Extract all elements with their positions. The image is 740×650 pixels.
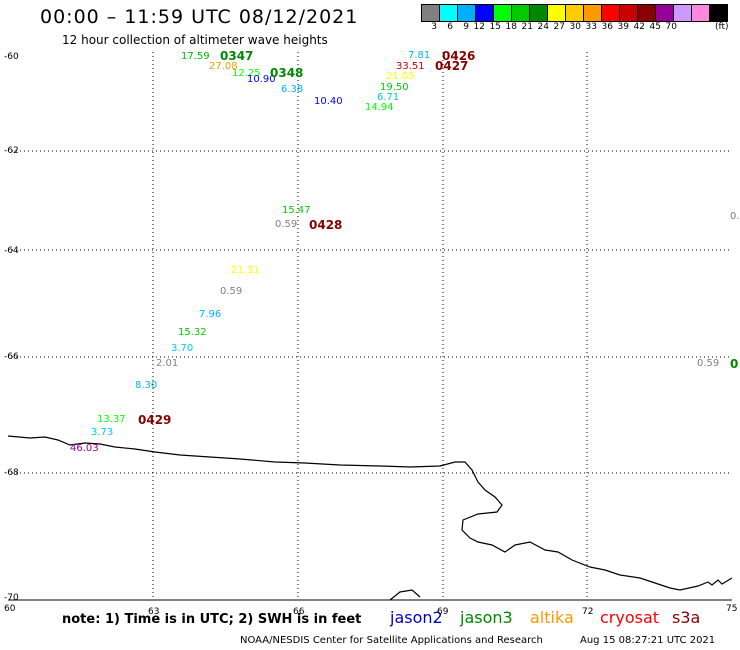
lon-tick-label: 69 — [437, 607, 449, 617]
legend-satellite-jason3: jason3 — [460, 608, 513, 627]
wave-height-label: 0.59 — [697, 358, 720, 369]
pass-time-label: 0427 — [435, 59, 469, 73]
wave-height-label: 27.08 — [209, 61, 238, 72]
wave-height-label: 3.73 — [91, 427, 114, 438]
graticule — [8, 52, 732, 600]
generation-timestamp: Aug 15 08:27:21 UTC 2021 — [580, 635, 716, 646]
legend-satellite-cryosat: cryosat — [600, 608, 660, 627]
antarctic-coastline — [7, 435, 733, 591]
wave-height-label: 7.96 — [199, 309, 222, 320]
wave-height-label: 6.38 — [281, 84, 304, 95]
lon-tick-label: 66 — [293, 607, 305, 617]
pass-time-label: 0428 — [309, 218, 343, 232]
legend-label: 15 — [489, 22, 501, 32]
legend-label: 18 — [505, 22, 517, 32]
wave-height-label: 12.25 — [232, 68, 261, 79]
legend-label: 45 — [649, 22, 661, 32]
lat-tick-label: -66 — [4, 352, 19, 362]
wave-height-label: 19.50 — [380, 82, 409, 93]
wave-height-label: 2.01 — [156, 358, 179, 369]
map-subtitle: 12 hour collection of altimeter wave hei… — [62, 33, 328, 47]
legend-label: 21 — [521, 22, 533, 32]
legend-label: 9 — [463, 22, 469, 32]
wave-height-label: 21.31 — [231, 265, 260, 276]
legend-label: 27 — [553, 22, 565, 32]
legend-label: 36 — [601, 22, 613, 32]
wave-height-label: 15.32 — [178, 327, 207, 338]
units-note: note: 1) Time is in UTC; 2) SWH is in fe… — [62, 612, 362, 627]
wave-height-label: 7.81 — [408, 50, 431, 61]
legend-satellite-altika: altika — [530, 608, 574, 627]
wave-height-label: 8.30 — [135, 380, 158, 391]
credit-line: NOAA/NESDIS Center for Satellite Applica… — [240, 635, 543, 646]
legend-label: 3 — [431, 22, 437, 32]
wave-height-label: 3.70 — [171, 343, 194, 354]
legend-label: 30 — [569, 22, 581, 32]
legend-label: 33 — [585, 22, 597, 32]
legend-satellite-jason2: jason2 — [390, 608, 443, 627]
legend-swatch — [709, 4, 728, 22]
legend-label: 70 — [665, 22, 677, 32]
lat-tick-label: -68 — [4, 468, 19, 478]
lon-tick-label: 72 — [582, 607, 594, 617]
map-title: 00:00 – 11:59 UTC 08/12/2021 — [40, 6, 359, 28]
pass-time-label: 0 — [730, 357, 739, 371]
pass-time-label: 0348 — [270, 66, 304, 80]
wave-height-label: 14.94 — [365, 102, 394, 113]
lon-tick-label: 75 — [726, 604, 738, 614]
wave-height-label: 13.37 — [97, 414, 126, 425]
wave-height-label: 0.59 — [220, 286, 243, 297]
wave-height-label: 0. — [730, 211, 740, 222]
wave-height-label: 17.59 — [181, 51, 210, 62]
lon-tick-label: 60 — [4, 604, 16, 614]
wave-height-label: 15.47 — [282, 205, 311, 216]
wave-height-label: 21.05 — [386, 71, 415, 82]
lat-tick-label: -64 — [4, 246, 19, 256]
wave-height-label: 10.90 — [247, 74, 276, 85]
wave-height-label: 0.59 — [275, 219, 298, 230]
legend-label: 42 — [633, 22, 645, 32]
wave-height-label: 33.51 — [396, 61, 425, 72]
legend-label: 6 — [447, 22, 453, 32]
wave-height-label: 46.03 — [70, 443, 99, 454]
legend-satellite-s3a: s3a — [672, 608, 701, 627]
lat-tick-label: -62 — [4, 146, 19, 156]
lon-tick-label: 63 — [148, 607, 160, 617]
lat-tick-label: -70 — [4, 593, 19, 603]
legend-labels: 3 6 9 12 15 18 21 24 27 30 33 36 39 42 4… — [421, 22, 677, 32]
pass-time-label: 0429 — [138, 413, 172, 427]
pass-time-label: 0426 — [442, 49, 476, 63]
wave-height-label: 6.71 — [377, 92, 400, 103]
legend-label: 39 — [617, 22, 629, 32]
wave-height-label: 10.40 — [314, 96, 343, 107]
legend-color-scale — [421, 4, 728, 22]
legend-label: 24 — [537, 22, 549, 32]
legend-label: 12 — [473, 22, 485, 32]
lat-tick-label: -60 — [4, 52, 19, 62]
legend-unit: (ft) — [715, 22, 729, 32]
coastline-fragment — [389, 589, 421, 601]
pass-time-label: 0347 — [220, 49, 254, 63]
